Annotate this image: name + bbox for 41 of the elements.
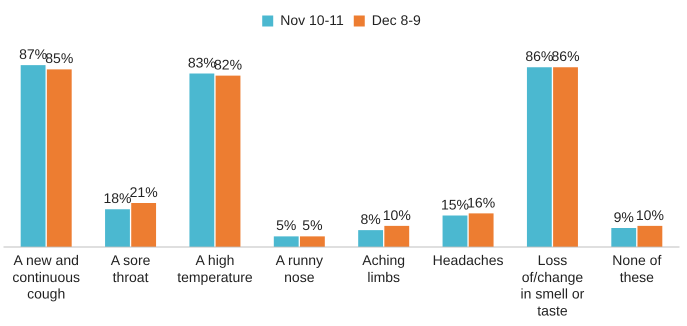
bar <box>611 228 636 247</box>
bar <box>384 226 410 247</box>
bar <box>526 67 552 247</box>
bar <box>358 230 384 247</box>
bar <box>131 202 156 247</box>
data-label: 86% <box>525 48 554 64</box>
x-tick-label: A runny nose <box>276 252 324 285</box>
bar <box>553 67 578 247</box>
bar <box>20 65 46 247</box>
x-tick-label: A new and continuous cough <box>12 252 80 302</box>
bar <box>274 236 299 247</box>
data-label: 83% <box>188 54 216 70</box>
data-label: 18% <box>103 190 132 206</box>
x-tick-label: Headaches <box>432 252 504 268</box>
x-tick-label: A high temperature <box>177 252 253 285</box>
data-label: 9% <box>614 208 634 225</box>
bar <box>46 69 72 247</box>
bar <box>216 76 240 247</box>
data-label: 21% <box>130 184 158 200</box>
data-label: 8% <box>360 210 381 227</box>
data-label: 16% <box>467 194 496 210</box>
data-label: 5% <box>302 217 323 234</box>
bar <box>442 215 468 247</box>
x-tick-label: None of these <box>612 252 662 285</box>
x-tick-label: Loss of/change in smell or taste <box>520 252 585 318</box>
bar <box>468 213 494 247</box>
data-label: 10% <box>382 206 411 223</box>
data-label: 15% <box>440 196 469 212</box>
legend-label: Dec 8-9 <box>372 12 421 28</box>
data-label: 82% <box>214 56 242 72</box>
x-tick-label: A sore throat <box>110 252 151 285</box>
bar <box>105 209 130 247</box>
legend-label: Nov 10-11 <box>280 12 344 28</box>
data-label: 85% <box>45 50 74 66</box>
bar <box>300 236 325 247</box>
bar <box>637 226 662 247</box>
data-label: 10% <box>636 206 664 223</box>
data-label: 86% <box>552 48 580 64</box>
x-tick-label: Aching limbs <box>362 252 406 285</box>
bar <box>189 73 214 247</box>
data-label: 5% <box>276 217 296 234</box>
